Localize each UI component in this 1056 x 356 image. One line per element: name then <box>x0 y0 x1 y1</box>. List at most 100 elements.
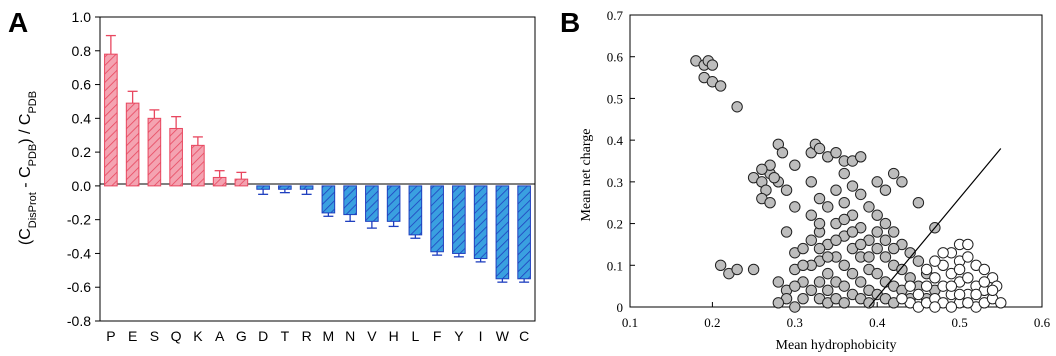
bar-C <box>517 185 531 280</box>
scatter-point-series-0 <box>838 197 850 209</box>
scatter-point-series-0 <box>731 101 743 113</box>
scatter-point-series-1 <box>920 280 933 292</box>
bar-H <box>386 185 401 222</box>
scatter-point-series-0 <box>789 280 801 292</box>
scatter-point-series-0 <box>871 267 883 280</box>
y-tick-label: 0.6 <box>607 50 624 65</box>
scatter-point-series-1 <box>962 238 974 251</box>
scatter-point-series-0 <box>789 201 801 213</box>
panel-a-y-axis-label: (CDisProt - CPDB) / CPDB <box>17 91 39 245</box>
scatter-point-series-0 <box>805 209 817 221</box>
scatter-point-series-0 <box>912 255 925 267</box>
scatter-point-series-1 <box>962 297 974 309</box>
bar-K <box>191 144 205 187</box>
panel-b-y-ticks: 0.7 0.6 0.5 0.4 0.3 0.2 0.1 0 <box>607 8 635 315</box>
y-tick-label: 0.0 <box>72 178 92 194</box>
scatter-point-series-0 <box>855 188 867 201</box>
x-tick-label: 0.5 <box>951 315 967 330</box>
panel-a-y-ticks: 1.0 0.8 0.6 0.4 0.2 0.0 -0.2 -0.4 -0.6 -0.8 <box>67 9 100 329</box>
scatter-point-series-0 <box>805 176 817 188</box>
bar-N <box>343 185 357 216</box>
scatter-point-series-0 <box>789 301 801 313</box>
panel-a-plot-area <box>99 16 536 322</box>
scatter-point-series-0 <box>863 201 875 213</box>
bar-R <box>299 185 314 190</box>
scatter-point-series-0 <box>706 59 719 71</box>
bar-V <box>365 185 379 222</box>
scatter-point-series-0 <box>846 267 859 280</box>
y-tick-label: -0.4 <box>67 245 91 261</box>
scatter-point-series-0 <box>871 226 883 238</box>
y-tick-label: 0.4 <box>72 110 92 126</box>
scatter-point-series-0 <box>896 263 908 276</box>
x-tick-label-W: W <box>496 328 510 344</box>
scatter-point-series-1 <box>920 263 933 276</box>
x-tick-label-P: P <box>106 328 115 344</box>
scatter-point-series-0 <box>822 201 834 213</box>
scatter-point-series-1 <box>962 251 974 263</box>
scatter-point-series-1 <box>986 284 999 297</box>
panel-a-label: A <box>8 7 28 38</box>
bar-I <box>473 185 488 260</box>
scatter-point-series-0 <box>887 226 900 238</box>
scatter-point-series-0 <box>780 226 793 238</box>
scatter-point-series-0 <box>797 259 809 271</box>
x-tick-label: 0.1 <box>622 315 638 330</box>
bar-P <box>104 53 118 187</box>
scatter-point-series-0 <box>813 217 826 230</box>
scatter-point-series-0 <box>855 151 867 163</box>
scatter-point-series-0 <box>855 276 867 288</box>
x-tick-label-L: L <box>411 328 419 344</box>
scatter-point-series-1 <box>929 272 941 284</box>
scatter-point-series-0 <box>822 267 834 280</box>
x-tick-label-M: M <box>323 328 335 344</box>
scatter-point-series-0 <box>838 167 850 180</box>
scatter-point-series-0 <box>797 292 809 305</box>
scatter-point-series-1 <box>945 301 958 313</box>
scatter-point-series-1 <box>912 288 925 301</box>
scatter-point-series-0 <box>863 251 875 263</box>
panel-b-label: B <box>560 7 580 38</box>
scatter-point-series-1 <box>978 276 991 288</box>
x-tick-label-S: S <box>150 328 159 344</box>
scatter-point-series-1 <box>904 280 916 292</box>
scatter-point-series-0 <box>879 184 892 196</box>
x-tick-label-F: F <box>433 328 442 344</box>
bar-M <box>321 185 336 214</box>
x-tick-label-R: R <box>302 328 312 344</box>
y-tick-label: -0.8 <box>67 313 91 329</box>
y-tick-label: 0.2 <box>72 144 92 160</box>
scatter-point-series-0 <box>863 297 875 309</box>
x-tick-label-H: H <box>389 328 399 344</box>
x-tick-label-A: A <box>215 328 225 344</box>
panel-a-bars <box>104 34 531 283</box>
bar-G <box>234 178 249 187</box>
scatter-point-series-0 <box>813 242 826 255</box>
scatter-point-series-0 <box>797 242 809 255</box>
x-tick-label-N: N <box>345 328 355 344</box>
y-tick-label: 0.4 <box>607 133 624 148</box>
x-tick-label: 0.3 <box>787 315 803 330</box>
panel-b-points <box>690 55 1007 313</box>
scatter-point-series-0 <box>846 180 859 192</box>
y-tick-label: 0.8 <box>72 43 92 59</box>
scatter-point-series-0 <box>838 259 850 271</box>
panel-b: B Mean net charge Mean hydrophobicity 0.… <box>560 7 1051 353</box>
panel-a: A (CDisProt - CPDB) / CPDB 1.0 0.8 0.6 0.4 0… <box>8 7 536 344</box>
scatter-point-series-0 <box>780 184 793 196</box>
scatter-point-series-1 <box>995 297 1007 309</box>
y-tick-label: 0.5 <box>607 91 623 106</box>
scatter-point-series-0 <box>822 251 834 263</box>
y-tick-label: 0.3 <box>607 175 623 190</box>
x-tick-label-E: E <box>128 328 137 344</box>
scatter-point-series-0 <box>830 184 842 196</box>
panel-b-x-axis-label: Mean hydrophobicity <box>776 338 897 353</box>
scatter-point-series-0 <box>805 284 817 297</box>
bar-Y <box>452 185 466 254</box>
scatter-point-series-0 <box>747 263 760 276</box>
y-tick-label: 0.2 <box>607 217 623 232</box>
x-tick-label-K: K <box>193 328 203 344</box>
scatter-point-series-0 <box>776 146 789 159</box>
y-tick-label: -0.2 <box>67 212 91 228</box>
